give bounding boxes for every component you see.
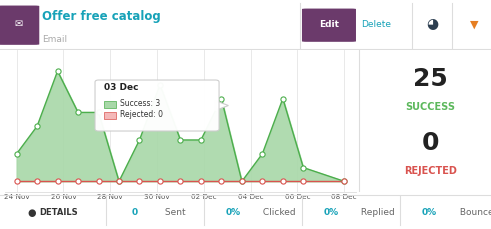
Text: 03 Dec: 03 Dec xyxy=(105,83,139,92)
Point xyxy=(218,180,225,183)
Point xyxy=(176,180,184,183)
Text: Clicked: Clicked xyxy=(260,208,296,217)
Bar xyxy=(105,101,116,108)
Polygon shape xyxy=(216,101,228,110)
Text: DETAILS: DETAILS xyxy=(40,208,78,217)
Text: Offer free catalog: Offer free catalog xyxy=(42,10,161,23)
Text: 0: 0 xyxy=(132,208,138,217)
Text: REJECTED: REJECTED xyxy=(404,166,457,176)
Point xyxy=(156,83,164,87)
Point xyxy=(115,180,123,183)
Point xyxy=(218,97,225,101)
Point xyxy=(340,180,348,183)
Text: 0%: 0% xyxy=(324,208,339,217)
Point xyxy=(258,152,266,155)
FancyBboxPatch shape xyxy=(95,80,219,131)
Point xyxy=(13,152,21,155)
Text: SUCCESS: SUCCESS xyxy=(405,102,455,112)
Text: Bounced: Bounced xyxy=(457,208,491,217)
FancyBboxPatch shape xyxy=(0,5,39,45)
Text: 0%: 0% xyxy=(226,208,241,217)
Point xyxy=(279,180,287,183)
Text: Replied: Replied xyxy=(358,208,395,217)
Point xyxy=(238,180,246,183)
Text: Sent: Sent xyxy=(162,208,186,217)
Text: 0%: 0% xyxy=(422,208,437,217)
Point xyxy=(54,69,61,73)
Text: ▼: ▼ xyxy=(469,19,478,29)
Point xyxy=(13,180,21,183)
Point xyxy=(300,166,307,169)
Point xyxy=(156,180,164,183)
Point xyxy=(54,180,61,183)
Point xyxy=(197,138,205,142)
Text: Email: Email xyxy=(42,35,67,44)
Point xyxy=(33,180,41,183)
Point xyxy=(136,138,143,142)
Point xyxy=(176,138,184,142)
Text: ◕: ◕ xyxy=(426,17,438,31)
Point xyxy=(136,180,143,183)
Text: 0: 0 xyxy=(421,131,439,155)
Point xyxy=(340,180,348,183)
Point xyxy=(74,111,82,114)
Point xyxy=(33,124,41,128)
Point xyxy=(279,97,287,101)
Text: Success: 3: Success: 3 xyxy=(120,98,160,108)
Point xyxy=(95,111,103,114)
Text: Rejected: 0: Rejected: 0 xyxy=(120,109,163,119)
Point xyxy=(197,180,205,183)
Text: 25: 25 xyxy=(413,67,448,91)
Point xyxy=(258,180,266,183)
Bar xyxy=(105,112,116,119)
FancyBboxPatch shape xyxy=(302,8,356,42)
Text: Edit: Edit xyxy=(319,20,339,29)
Text: Delete: Delete xyxy=(361,20,391,29)
Point xyxy=(238,180,246,183)
Point xyxy=(300,180,307,183)
Point xyxy=(115,180,123,183)
Text: ✉: ✉ xyxy=(14,19,22,29)
Point xyxy=(95,180,103,183)
Point xyxy=(74,180,82,183)
Text: ●: ● xyxy=(27,207,36,218)
